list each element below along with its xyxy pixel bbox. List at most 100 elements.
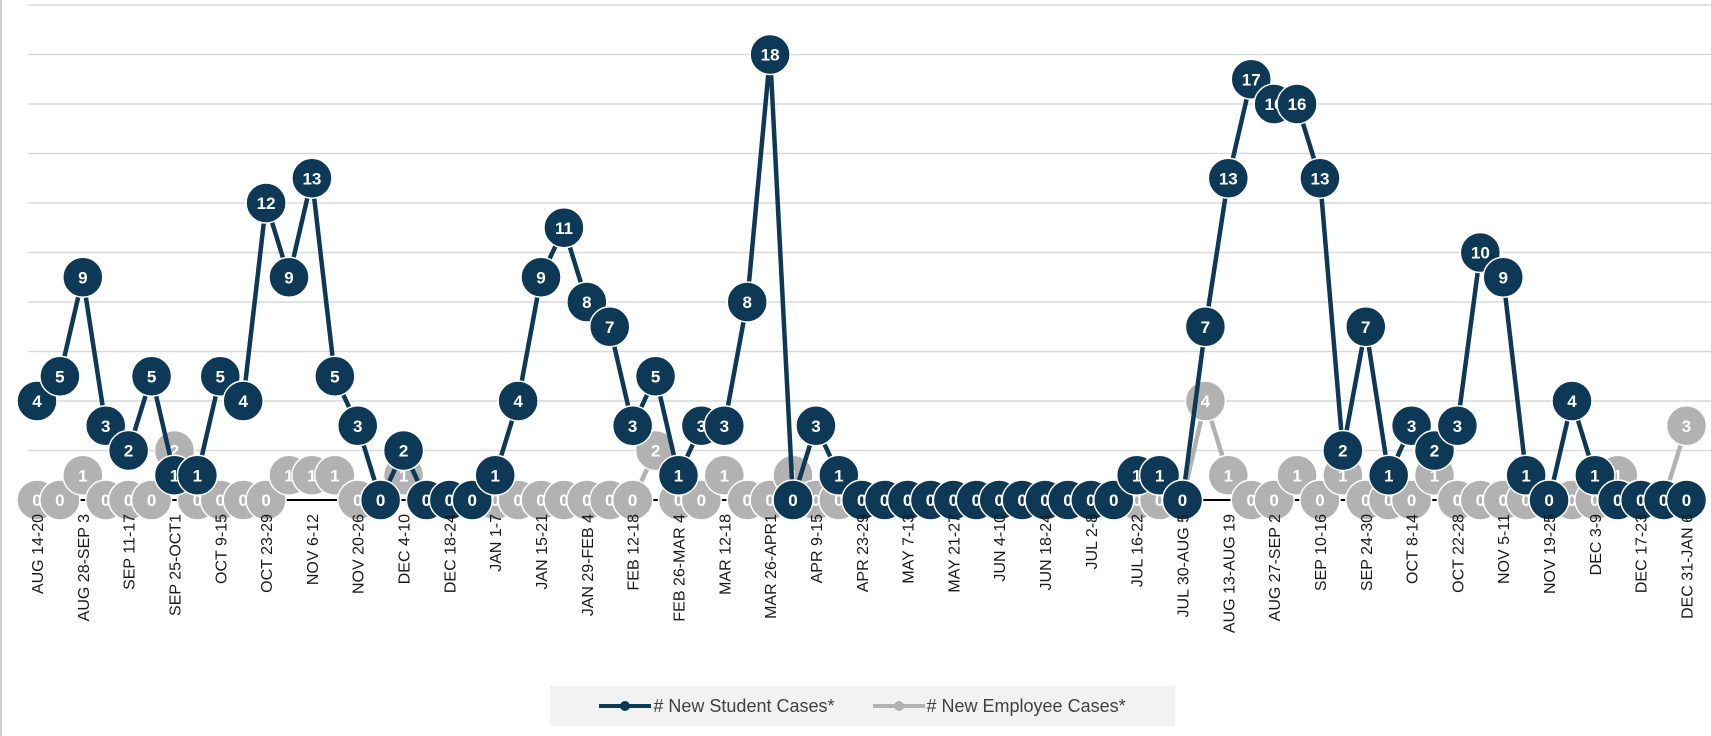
data-label: 1 [834,466,843,485]
data-point [726,281,768,323]
data-point [1184,306,1227,348]
x-tick-label: DEC 18-24 [442,514,459,593]
x-tick-label: DEC 17-23 [1634,514,1651,593]
x-tick-label: OCT 22-28 [1450,514,1467,593]
data-label: 18 [761,46,780,65]
x-tick-label: JUL 16-22 [1130,514,1147,587]
data-point [1207,157,1250,199]
data-label: 0 [1361,491,1370,510]
data-label: 13 [302,169,321,188]
data-label: 1 [1613,466,1622,485]
data-label: 10 [1471,244,1490,263]
data-point [772,479,814,521]
data-label: 0 [490,491,499,510]
data-label: 3 [811,417,820,436]
data-label: 0 [124,491,133,510]
data-label: 0 [1499,491,1508,510]
x-tick-label: JAN 15-21 [534,514,551,590]
data-label: 3 [353,417,362,436]
data-label: 16 [1288,95,1307,114]
data-label: 0 [559,491,568,510]
data-label: 0 [1017,491,1026,510]
data-label: 0 [1086,491,1095,510]
data-label: 3 [1682,417,1691,436]
x-tick-label: AUG 13-AUG 19 [1221,514,1238,633]
x-tick-label: OCT 9-15 [213,514,230,584]
data-label: 0 [1269,491,1278,510]
data-label: 0 [926,491,935,510]
x-tick-label: AUG 27-SEP 2 [1267,514,1284,621]
data-label: 0 [1315,491,1324,510]
data-label: 13 [1219,169,1238,188]
data-point [1482,256,1524,298]
data-point [1665,405,1708,447]
data-point [291,157,333,199]
data-point [1299,157,1341,199]
data-label: 9 [78,268,87,287]
data-label: 3 [1407,417,1416,436]
data-label: 2 [170,442,179,461]
data-label: 1 [284,466,293,485]
data-label: 1 [720,466,729,485]
x-tick-label: APR 23-29 [855,514,872,592]
x-tick-label: SEP 11-17 [122,514,139,590]
data-label: 4 [1567,392,1577,411]
data-label: 0 [55,491,64,510]
x-tick-label: MAR 26-APR1 [763,514,780,619]
data-label: 1 [1521,466,1530,485]
data-point [634,355,677,397]
data-point [611,479,654,521]
data-point [382,429,425,472]
data-label: 0 [1132,491,1141,510]
x-tick-label: JAN 1-7 [488,514,505,572]
data-label: 0 [1178,491,1187,510]
data-label: 0 [811,491,820,510]
data-label: 0 [697,491,706,510]
data-label: 9 [284,268,293,287]
data-label: 2 [1338,442,1347,461]
x-tick-label: SEP 10-16 [1313,514,1330,591]
data-point [359,479,402,521]
data-point [611,405,654,447]
data-label: 9 [1499,268,1508,287]
data-label: 0 [1682,491,1691,510]
data-point [314,355,356,397]
data-label: 0 [1453,491,1462,510]
data-label: 1 [1292,466,1301,485]
data-label: 0 [1063,491,1072,510]
data-point [1528,479,1570,521]
data-label: 5 [651,367,660,386]
data-label: 8 [582,293,591,312]
data-point [657,454,700,496]
data-label: 1 [193,466,202,485]
data-label: 3 [697,417,706,436]
data-label: 0 [353,491,362,510]
x-tick-label: SEP 25-OCT1 [167,514,184,616]
data-label: 0 [765,491,774,510]
data-label: 0 [1636,491,1645,510]
data-label: 0 [628,491,637,510]
data-point [176,454,219,496]
data-label: 0 [1590,491,1599,510]
data-label: 1 [78,466,87,485]
data-label: 5 [330,367,339,386]
x-tick-label: FEB 12-18 [626,514,643,591]
x-tick-label: MAR 12-18 [717,514,734,595]
data-label: 0 [101,491,110,510]
data-point [1367,454,1410,496]
x-tick-label: FEB 26-MAR 4 [671,514,688,622]
data-label: 7 [605,318,614,337]
data-label: 1 [1155,466,1164,485]
data-point [589,306,631,348]
data-label: 0 [513,491,522,510]
data-label: 5 [147,367,156,386]
series-layer: 0010002000011100100000000002001001000000… [16,33,1708,521]
data-label: 0 [605,491,614,510]
data-label: 5 [216,367,225,386]
legend: # New Student Cases* # New Employee Case… [550,686,1175,726]
data-label: 7 [1201,318,1210,337]
data-label: 9 [536,268,545,287]
data-label: 0 [994,491,1003,510]
